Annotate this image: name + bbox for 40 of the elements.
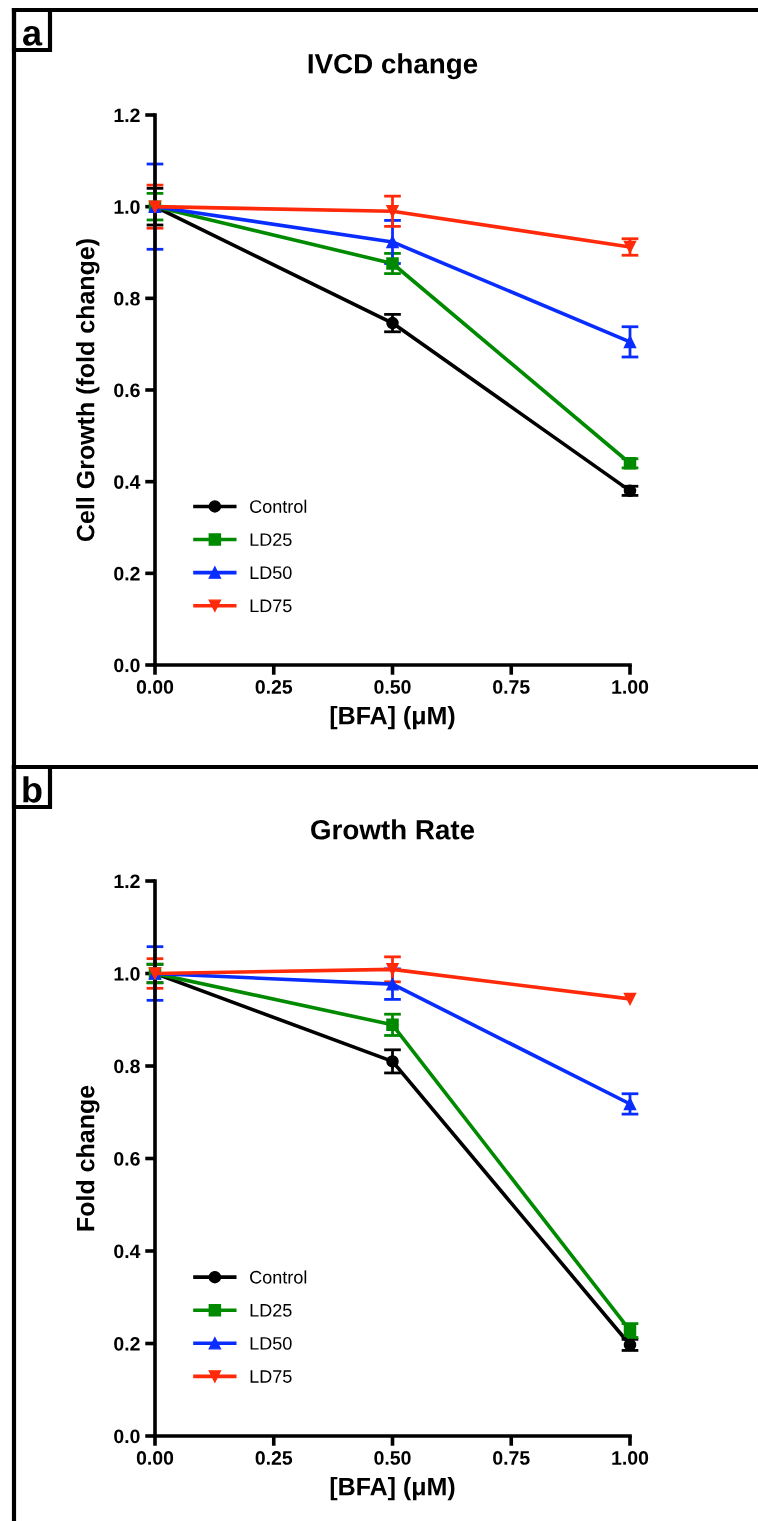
y-tick-label: 0.4 xyxy=(114,1244,141,1259)
y-tick-label: 0.6 xyxy=(114,1151,140,1166)
y-axis-title: Cell Growth (fold change) xyxy=(76,239,100,542)
legend-label: LD25 xyxy=(250,1303,292,1317)
x-tick-label: 0.00 xyxy=(136,1451,174,1465)
x-tick-label: 1.00 xyxy=(612,1451,649,1465)
y-tick-label: 1.0 xyxy=(114,200,140,214)
y-tick-label: 1.0 xyxy=(114,966,140,981)
x-tick-label: 0.75 xyxy=(493,680,530,694)
x-tick-label: 0.75 xyxy=(493,1451,530,1465)
y-tick-label: 0.0 xyxy=(114,658,140,673)
y-tick-label: 0.4 xyxy=(114,475,141,489)
chart-title: Growth Rate xyxy=(311,819,475,840)
y-tick-label: 0.0 xyxy=(114,1429,140,1444)
legend-label: LD25 xyxy=(250,533,292,547)
x-tick-label: 0.00 xyxy=(136,680,174,694)
y-tick-label: 1.2 xyxy=(114,108,140,123)
x-tick-label: 0.25 xyxy=(255,1451,293,1465)
legend-label: LD75 xyxy=(250,1370,292,1383)
x-axis-title: [BFA] (μM) xyxy=(330,706,455,730)
x-tick-label: 1.00 xyxy=(612,680,649,694)
legend-label: Control xyxy=(250,499,307,513)
y-tick-label: 1.2 xyxy=(114,874,140,889)
x-axis-title: [BFA] (μM) xyxy=(330,1477,455,1501)
x-tick-label: 0.50 xyxy=(374,680,411,694)
y-axis-title: Fold change xyxy=(76,1085,100,1231)
y-tick-label: 0.8 xyxy=(114,1059,140,1074)
text: b xyxy=(23,776,42,803)
y-tick-label: 0.2 xyxy=(114,566,140,581)
y-tick-label: 0.6 xyxy=(114,383,140,398)
x-tick-label: 0.25 xyxy=(255,680,293,694)
text: a xyxy=(23,25,43,46)
y-tick-label: 0.8 xyxy=(114,291,140,306)
x-tick-label: 0.50 xyxy=(374,1451,411,1465)
chart-title: IVCD change xyxy=(308,53,478,80)
legend-label: Control xyxy=(250,1270,307,1284)
legend-label: LD75 xyxy=(250,599,292,613)
y-tick-label: 0.2 xyxy=(114,1336,140,1351)
legend-label: LD50 xyxy=(250,566,292,580)
legend-label: LD50 xyxy=(250,1337,292,1350)
